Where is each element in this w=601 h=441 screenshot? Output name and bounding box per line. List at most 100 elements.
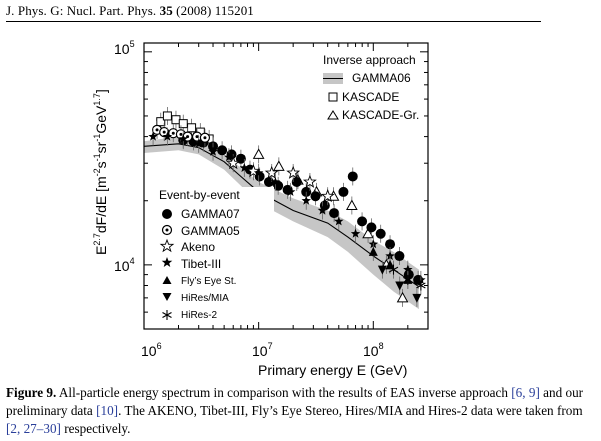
kascade-point — [187, 123, 197, 133]
hires-mia-point — [412, 293, 422, 303]
gamma05-point-dot — [195, 135, 199, 139]
legend-kascade-gr-label: KASCADE-Gr. — [342, 108, 419, 122]
tibet-iii-point — [270, 177, 281, 186]
caption-ref-a[interactable]: [6, 9] — [511, 385, 540, 400]
akeno-point — [302, 174, 317, 188]
energy-spectrum-plot: E2.7dF/dE [m-2s-1sr-1GeV1.7] 105 104 106… — [92, 39, 429, 378]
akeno-point — [246, 164, 261, 178]
tibet-iii-point — [253, 168, 264, 177]
running-head: J. Phys. G: Nucl. Part. Phys. 35 (2008) … — [6, 3, 254, 19]
caption-text-3: . The AKENO, Tibet-III, Fly’s Eye Stereo… — [118, 403, 583, 418]
hires-mia-point — [395, 281, 405, 291]
caption-ref-c[interactable]: [2, 27–30] — [6, 421, 61, 436]
figure-caption: Figure 9. All-particle energy spectrum i… — [6, 384, 598, 438]
kascade-gr--point — [272, 160, 285, 171]
akeno-point — [264, 165, 279, 179]
header-rule — [6, 21, 541, 22]
gamma07-point — [385, 239, 396, 250]
tibet-iii-point — [178, 133, 188, 143]
hires-2-point-c — [403, 276, 413, 283]
akeno-point — [286, 165, 301, 179]
legend-akeno-open-star-icon — [159, 238, 175, 253]
tibet-iii-point — [403, 264, 413, 274]
gamma07-point — [338, 186, 349, 197]
tibet-iii-point — [334, 216, 344, 226]
gamma06-band-layer — [143, 136, 420, 310]
legend-gamma07-circle-icon — [162, 209, 172, 219]
tibet-iii-point — [301, 195, 311, 205]
tibet-iii-point — [385, 251, 395, 261]
data-markers — [148, 106, 426, 307]
legend-gamma07-label: GAMMA07 — [181, 207, 240, 221]
caption-text-4: respectively. — [60, 421, 131, 436]
caption-label: Figure 9. — [6, 385, 57, 400]
tibet-iii-point — [317, 205, 328, 215]
kascade-gr--point — [252, 148, 265, 159]
gamma07-point — [217, 145, 228, 156]
legend-kascade-square-icon — [328, 92, 338, 102]
tibet-iii-point — [239, 163, 250, 172]
fly-s-eye-st--point — [368, 246, 378, 256]
tibet-iii-point — [208, 146, 218, 156]
fly-s-eye-st--point — [385, 259, 395, 269]
legend-event-title: Event-by-event — [159, 188, 240, 202]
journal-name: J. Phys. G: Nucl. Part. Phys. — [6, 3, 157, 18]
caption-text-2: and our preliminary data — [6, 385, 584, 418]
tibet-iii-point — [224, 152, 234, 162]
gamma06-line — [143, 143, 420, 288]
plot-frame — [143, 42, 429, 330]
hires-2-point-c — [416, 282, 426, 289]
legend-akeno-label: Akeno — [181, 240, 215, 254]
legend-hires2-asterisk-icon — [162, 310, 172, 320]
x-tick-label-1e8: 108 — [363, 341, 384, 359]
y-tick-label-1e4: 104 — [114, 256, 135, 274]
gamma05-point-dot — [155, 128, 159, 132]
gamma07-point — [375, 228, 386, 239]
legend-flys-eye-label: Fly’s Eye St. — [181, 276, 236, 287]
gamma07-point — [366, 222, 377, 233]
legend-kascade-gr-triangle-icon — [327, 110, 339, 120]
gamma05-point-dot — [162, 130, 166, 134]
gamma07-point — [394, 251, 405, 262]
journal-year-page: (2008) 115201 — [176, 3, 254, 18]
x-tick-label-1e7: 107 — [252, 341, 273, 359]
kascade-gr--point — [362, 227, 374, 239]
x-tick-label-1e6: 106 — [141, 341, 162, 359]
legend-hires-mia-label: HiRes/MIA — [181, 293, 229, 304]
tibet-iii-point — [162, 131, 173, 141]
legend-tibet-label: Tibet-III — [181, 257, 221, 271]
kascade-gr--point — [345, 199, 358, 210]
legend-kascade-label: KASCADE — [342, 90, 399, 104]
gamma07-point — [263, 176, 274, 187]
x-axis-label: Primary energy E (GeV) — [258, 362, 407, 378]
gamma07-point — [347, 171, 358, 182]
kascade-gr--point — [396, 291, 409, 303]
legend-inverse-title: Inverse approach — [323, 53, 416, 67]
legend-hires2-label: HiRes-2 — [181, 310, 218, 321]
gamma05-point-dot — [171, 131, 175, 135]
hires-2-point-c — [388, 266, 399, 273]
gamma05-point-dot — [203, 136, 207, 140]
gamma07-point — [291, 176, 302, 187]
journal-volume: 35 — [159, 3, 173, 18]
gamma07-point — [310, 191, 321, 202]
tibet-iii-point — [148, 131, 158, 141]
legend-event-box — [156, 187, 274, 322]
kascade-point — [162, 111, 172, 121]
akeno-point — [320, 188, 335, 203]
legend-hires-mia-triangle-down-icon — [162, 293, 172, 301]
legend-gamma06-label: GAMMA06 — [352, 71, 411, 85]
caption-ref-b[interactable]: [10] — [96, 403, 119, 418]
legend-gamma05-dotted-circle-icon — [161, 224, 173, 236]
gamma07-point — [329, 208, 340, 219]
y-axis-label: E2.7dF/dE [m-2s-1sr-1GeV1.7] — [92, 89, 109, 255]
tibet-iii-point — [285, 186, 296, 196]
gamma05-point-dot — [179, 132, 183, 136]
caption-text-1: All-particle energy spectrum in comparis… — [56, 385, 512, 400]
tibet-iii-point — [193, 138, 204, 148]
legend-tibet-star-icon — [161, 257, 173, 267]
axis-frame — [143, 42, 429, 330]
kascade-point — [178, 119, 188, 129]
hires-mia-point — [377, 265, 387, 275]
gamma07-point — [357, 216, 368, 227]
